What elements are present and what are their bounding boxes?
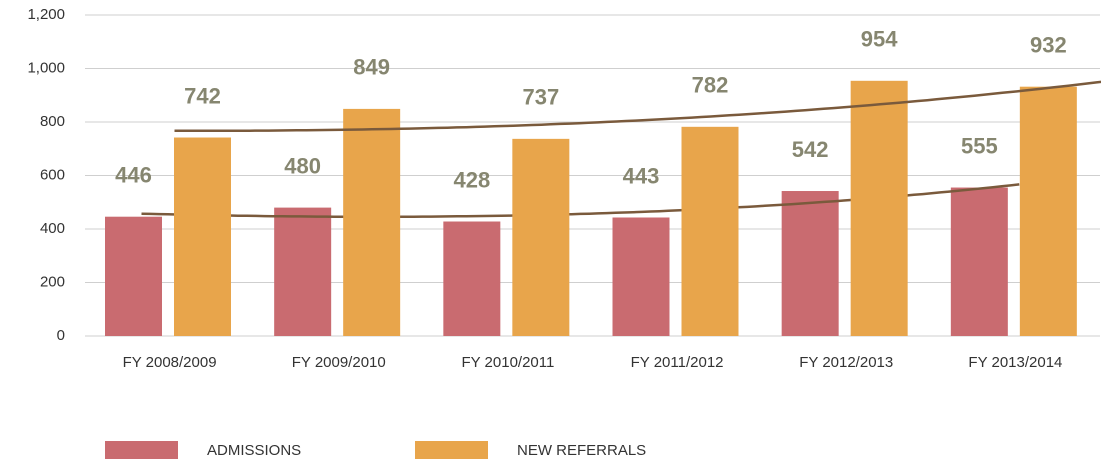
x-tick-label: FY 2013/2014 [968,354,1062,371]
y-tick-label: 800 [40,113,65,130]
value-label: 932 [1030,33,1067,58]
y-tick-label: 600 [40,166,65,183]
legend-swatch [415,441,488,459]
value-label: 428 [453,167,490,192]
y-tick-label: 0 [57,327,65,344]
bar [1019,86,1077,336]
y-tick-label: 400 [40,220,65,237]
bar [512,138,570,336]
value-label: 954 [861,27,898,52]
value-label: 737 [522,85,559,110]
bar [950,187,1008,336]
bar [781,191,839,336]
value-label: 782 [692,73,729,98]
value-label: 480 [284,153,321,178]
x-tick-label: FY 2010/2011 [461,354,554,371]
bar [681,126,739,336]
bar [105,216,162,336]
y-tick-label: 1,000 [27,59,65,76]
bar [174,137,231,336]
bar [850,80,908,337]
y-tick-label: 1,200 [27,6,65,23]
x-tick-label: FY 2009/2010 [292,354,386,371]
value-label: 443 [623,163,660,188]
value-label: 542 [792,137,829,162]
value-label: 446 [115,163,152,188]
bar [443,221,501,336]
value-label: 555 [961,133,998,158]
bar [612,217,670,336]
bar [343,108,401,336]
value-label: 742 [184,83,221,108]
x-tick-label: FY 2008/2009 [123,354,217,371]
trend-line [174,80,1101,133]
legend-swatch [105,441,178,459]
bar [274,207,332,336]
value-label: 849 [353,55,390,80]
x-tick-label: FY 2011/2012 [631,354,724,371]
x-tick-label: FY 2012/2013 [799,354,893,371]
legend-label: ADMISSIONS [207,442,301,459]
y-tick-label: 200 [40,273,65,290]
legend-label: NEW REFERRALS [517,442,646,459]
